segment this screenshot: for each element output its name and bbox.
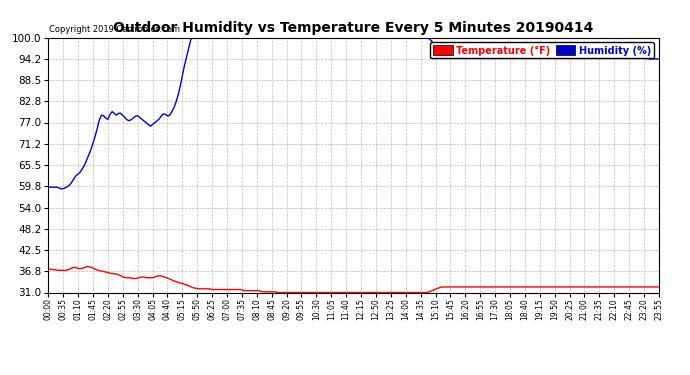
Legend: Temperature (°F), Humidity (%): Temperature (°F), Humidity (%) bbox=[431, 42, 654, 58]
Title: Outdoor Humidity vs Temperature Every 5 Minutes 20190414: Outdoor Humidity vs Temperature Every 5 … bbox=[113, 21, 594, 35]
Text: Copyright 2019 Cartronics.com: Copyright 2019 Cartronics.com bbox=[49, 25, 180, 34]
